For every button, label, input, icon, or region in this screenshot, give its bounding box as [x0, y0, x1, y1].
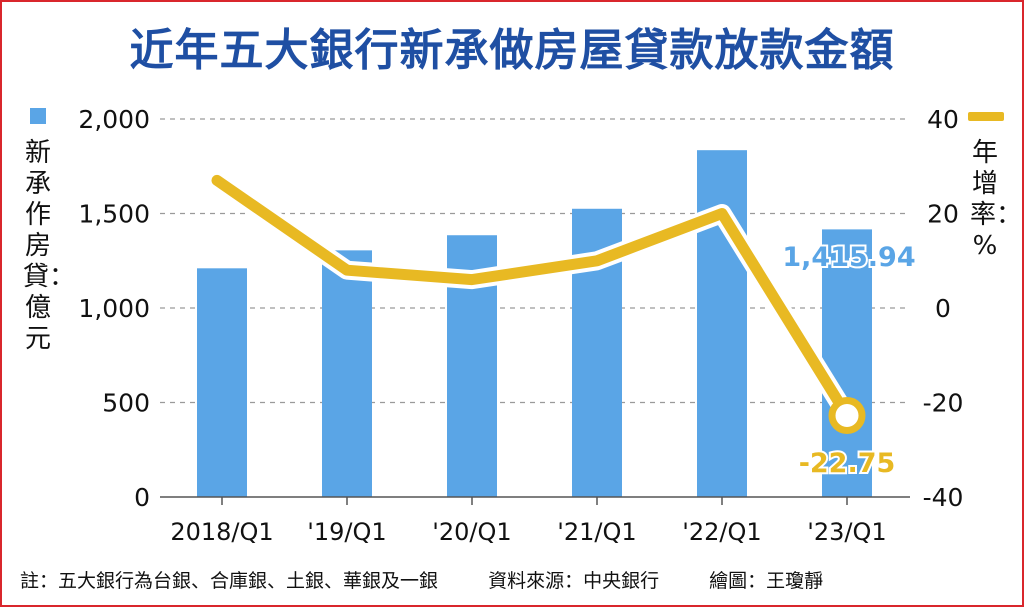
tick-labels: 0 500 1,000 1,500 2,000 -40 -20 0 20 40 2018/Q1 '19…	[78, 105, 963, 546]
bar	[322, 250, 372, 497]
footer-note: 註：五大銀行為台銀、合庫銀、土銀、華銀及一銀	[20, 570, 439, 592]
left-tick-label: 1,000	[78, 294, 150, 323]
category-label: '22/Q1	[682, 518, 761, 546]
right-tick-label: -40	[923, 483, 964, 512]
left-tick-label: 1,500	[78, 200, 150, 229]
axes	[160, 496, 910, 505]
bar	[197, 268, 247, 497]
category-label: '23/Q1	[807, 518, 886, 546]
legend-bar-swatch	[30, 108, 46, 124]
line-halo	[207, 170, 857, 425]
category-label: 2018/Q1	[170, 518, 273, 546]
bar	[697, 150, 747, 497]
left-tick-label: 2,000	[78, 105, 150, 134]
category-label: '20/Q1	[432, 518, 511, 546]
legend-line-swatch	[968, 112, 1004, 121]
growth-line	[207, 170, 866, 434]
chart-title: 近年五大銀行新承做房屋貸款放款金額	[129, 25, 895, 76]
right-tick-label: 20	[927, 200, 959, 229]
footer: 註：五大銀行為台銀、合庫銀、土銀、華銀及一銀 資料來源：中央銀行 繪圖：王瓊靜	[20, 566, 1010, 593]
line-value-label: -22.75	[799, 448, 896, 479]
footer-source: 資料來源：中央銀行	[488, 570, 660, 592]
bar-value-label: 1,415.94	[782, 242, 915, 273]
bar	[822, 229, 872, 498]
line-path	[211, 174, 853, 421]
annotations: 1,415.94 -22.75	[780, 240, 917, 481]
right-tick-label: 0	[935, 294, 951, 323]
gridlines	[160, 118, 910, 404]
footer-credit: 繪圖：王瓊靜	[709, 570, 824, 592]
left-tick-label: 500	[102, 389, 150, 418]
bars	[197, 150, 872, 498]
category-label: '19/Q1	[307, 518, 386, 546]
left-tick-label: 0	[134, 483, 150, 512]
line-end-marker	[828, 396, 866, 434]
right-tick-label: 40	[927, 105, 959, 134]
right-tick-label: -20	[923, 389, 964, 418]
category-label: '21/Q1	[557, 518, 636, 546]
left-axis-title: 新承作房貸：億元	[23, 138, 76, 354]
